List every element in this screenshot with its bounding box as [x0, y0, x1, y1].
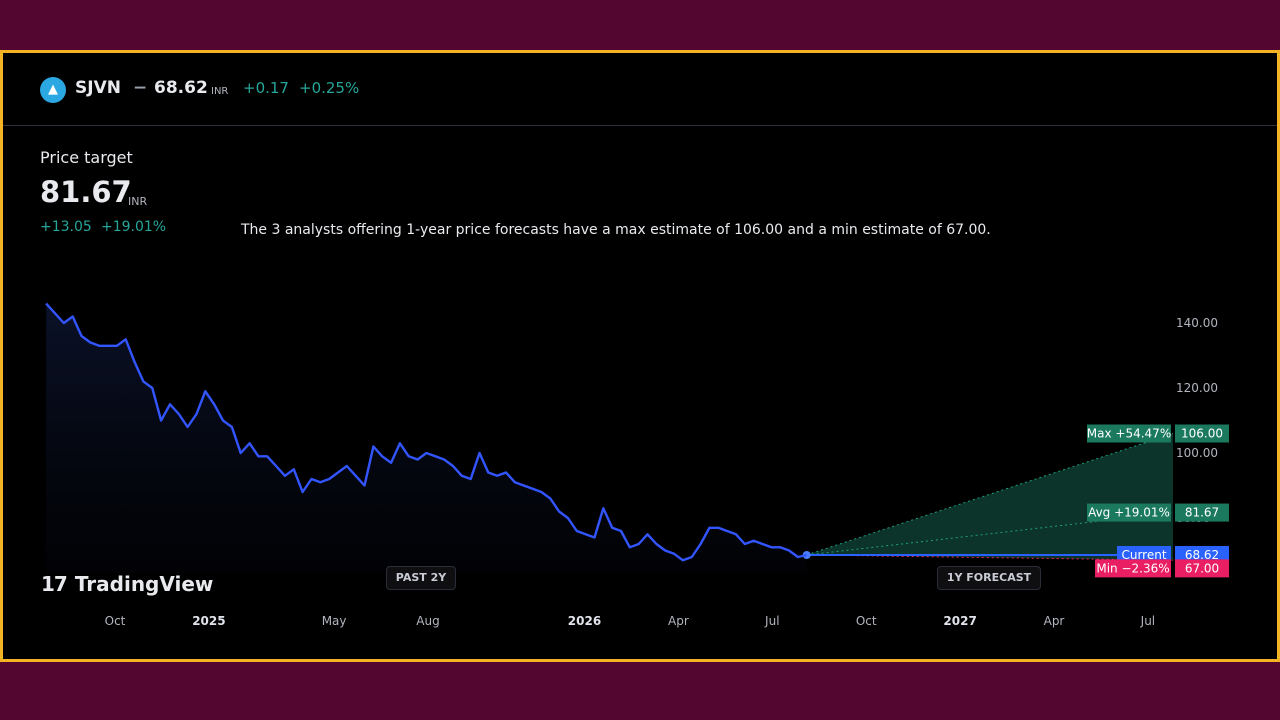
x-tick-label: 2025: [192, 614, 225, 628]
x-tick-label: Oct: [856, 614, 877, 628]
max-value-box: [1175, 424, 1229, 443]
price-target-change: +13.05: [40, 219, 92, 235]
x-tick-label: Oct: [105, 614, 126, 628]
forecast-description: The 3 analysts offering 1-year price for…: [241, 222, 991, 238]
max-label-text: Max +54.47%: [1087, 427, 1171, 441]
current-label-text: Current: [1121, 548, 1166, 562]
price-target-label: Price target: [40, 148, 133, 167]
max-label-box: [1087, 424, 1171, 443]
price-history-line[interactable]: [45, 302, 807, 562]
1y-forecast-button[interactable]: 1Y FORECAST: [937, 566, 1041, 590]
price-change: +0.17: [243, 79, 289, 97]
avg-label-text: Avg +19.01%: [1088, 506, 1170, 520]
price-target-change-percent: +19.01%: [101, 219, 167, 235]
chart-widget: ▲ SJVN − 68.62 INR +0.17 +0.25% Price ta…: [0, 50, 1280, 662]
avg-value-box: [1175, 503, 1229, 522]
forecast-range-area: [806, 433, 1173, 561]
x-tick-label: Aug: [416, 614, 439, 628]
ticker-separator: −: [133, 78, 148, 98]
x-tick-label: Jul: [764, 614, 779, 628]
min-value-text: 67.00: [1185, 561, 1219, 575]
min-label-box: [1095, 559, 1171, 578]
x-tick-label: 2027: [943, 614, 976, 628]
x-tick-label: Apr: [668, 614, 689, 628]
y-tick-label: 120.00: [1176, 381, 1218, 395]
min-label-text: Min −2.36%: [1096, 561, 1169, 575]
x-tick-label: May: [322, 614, 347, 628]
y-tick-label: 140.00: [1176, 316, 1218, 330]
current-price-point[interactable]: [802, 550, 811, 559]
price-target-currency: INR: [128, 195, 148, 208]
price-target-value: 81.67: [40, 175, 132, 209]
ticker-symbol[interactable]: SJVN: [75, 78, 121, 98]
forecast-avg-line: [806, 512, 1174, 556]
x-tick-label: Jul: [1140, 614, 1155, 628]
max-value-text: 106.00: [1181, 427, 1223, 441]
last-price: 68.62: [154, 78, 208, 98]
past-2y-button[interactable]: PAST 2Y: [386, 566, 456, 590]
tradingview-mark-icon: 17: [41, 572, 68, 596]
tradingview-logo[interactable]: 17 TradingView: [41, 570, 213, 598]
x-tick-label: 2026: [568, 614, 601, 628]
sjvn-logo-icon[interactable]: ▲: [40, 77, 66, 103]
tradingview-wordmark: TradingView: [74, 572, 214, 596]
y-tick-label: 100.00: [1176, 446, 1218, 460]
symbol-header: ▲ SJVN − 68.62 INR +0.17 +0.25%: [3, 53, 1277, 126]
x-tick-label: Apr: [1044, 614, 1065, 628]
price-change-percent: +0.25%: [299, 79, 360, 97]
avg-label-box: [1087, 503, 1171, 522]
avg-value-text: 81.67: [1185, 506, 1219, 520]
forecast-max-line: [806, 433, 1174, 556]
current-value-text: 68.62: [1185, 548, 1219, 562]
min-value-box: [1175, 559, 1229, 578]
history-area: [46, 303, 807, 573]
last-price-currency: INR: [211, 86, 229, 97]
